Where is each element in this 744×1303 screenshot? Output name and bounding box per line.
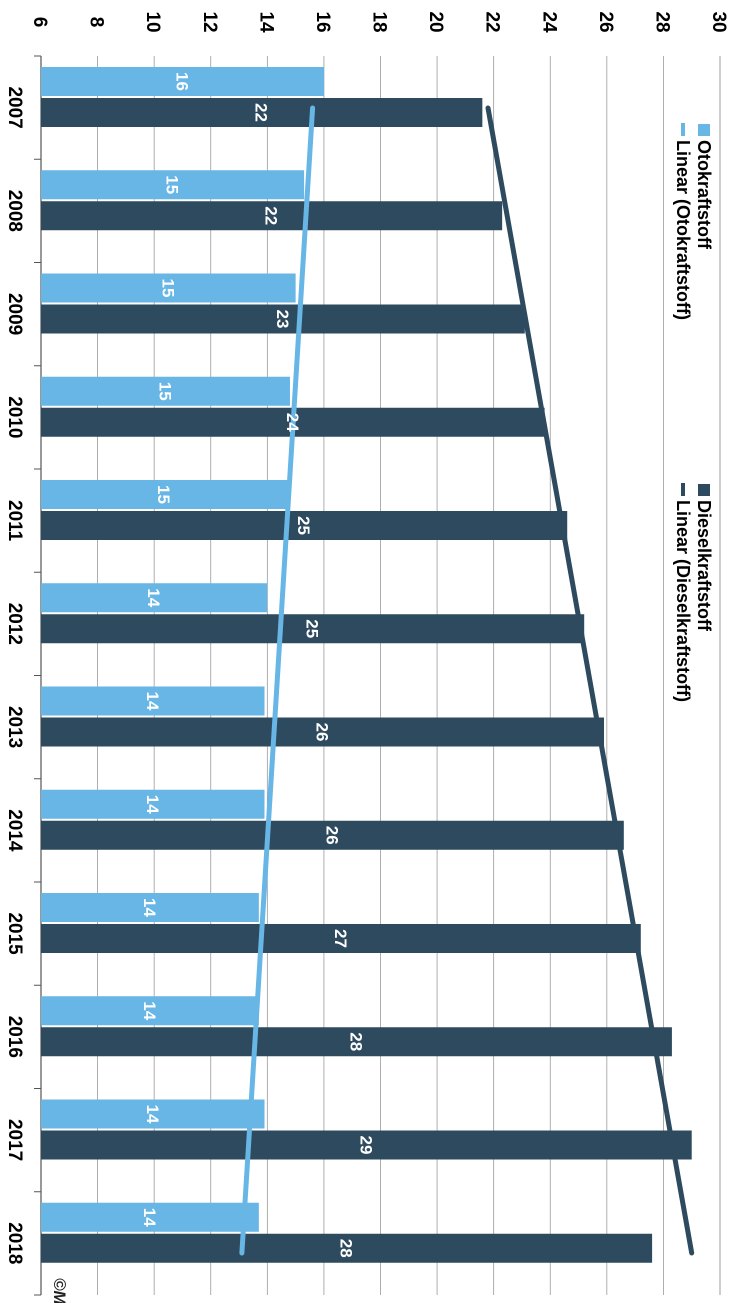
data-label: 27	[331, 929, 350, 948]
data-label: 14	[140, 1208, 159, 1227]
legend-label: Dieselkraftstoff	[694, 500, 714, 632]
watermark: ©MW	[50, 1278, 69, 1303]
data-label: 25	[294, 516, 313, 535]
bar-dieselkraftstoff	[41, 717, 605, 747]
grid	[40, 56, 721, 1295]
legend-swatch	[698, 124, 710, 136]
category-tick-label: 2015	[4, 912, 25, 955]
legend-label: Otokraftstoff	[694, 140, 714, 250]
value-tick-label: 20	[425, 11, 446, 32]
data-label: 14	[143, 795, 162, 814]
category-tick-label: 2008	[4, 190, 25, 232]
legend-label: Linear (Dieselkraftstoff)	[673, 500, 693, 702]
bar-dieselkraftstoff	[41, 924, 641, 953]
legend-swatch	[698, 484, 710, 496]
bar-dieselkraftstoff	[41, 614, 585, 644]
bar-otokraftstoff	[41, 996, 259, 1026]
value-tick-label: 8	[86, 17, 107, 28]
category-tick-label: 2014	[4, 809, 25, 852]
data-label: 15	[154, 485, 173, 504]
data-label: 14	[143, 1105, 162, 1124]
legend-label: Linear (Otokraftstoff)	[673, 140, 693, 320]
bar-dieselkraftstoff	[41, 201, 503, 231]
bar-otokraftstoff	[41, 686, 265, 716]
value-tick-label: 30	[708, 11, 729, 32]
value-tick-label: 10	[142, 11, 163, 32]
value-tick-label: 26	[595, 11, 616, 32]
bar-otokraftstoff	[41, 583, 268, 613]
bar-otokraftstoff	[41, 376, 290, 406]
value-tick-label: 28	[651, 11, 672, 32]
data-label: 15	[155, 382, 174, 401]
trendline	[485, 105, 695, 1256]
plot-area: 16 15 15 15 15 14 14 14 14 14 14 14 22 22 23 24 25 25 26 26…	[34, 55, 721, 1296]
value-tick-label: 14	[255, 11, 276, 33]
data-label: 26	[313, 723, 332, 742]
bar-otokraftstoff	[41, 1202, 259, 1232]
trendlines	[239, 105, 695, 1256]
bar-dieselkraftstoff	[41, 1233, 653, 1263]
data-label: 29	[356, 1136, 375, 1155]
trendline	[239, 105, 316, 1256]
bar-otokraftstoff	[41, 273, 296, 303]
bar-dieselkraftstoff	[41, 98, 483, 127]
value-tick-label: 24	[538, 11, 559, 33]
data-label: 25	[303, 619, 322, 638]
category-tick-label: 2018	[4, 1222, 25, 1264]
category-tick-label: 2010	[4, 396, 25, 438]
value-tick-label: 22	[482, 11, 503, 32]
bar-otokraftstoff	[41, 893, 259, 922]
bar-dieselkraftstoff	[41, 511, 568, 540]
data-label: 26	[322, 826, 341, 845]
value-tick-label: 18	[369, 11, 390, 32]
data-label: 28	[337, 1239, 356, 1258]
data-label: 15	[158, 279, 177, 298]
bar-dieselkraftstoff	[41, 304, 525, 334]
data-label: 22	[252, 103, 271, 122]
value-tick-label: 16	[312, 11, 333, 32]
bar-otokraftstoff	[41, 170, 305, 200]
data-label: 14	[140, 898, 159, 917]
data-label: 24	[283, 413, 302, 432]
category-tick-label: 2017	[4, 1119, 25, 1161]
bar-dieselkraftstoff	[41, 820, 624, 850]
data-label: 16	[172, 72, 191, 91]
bar-otokraftstoff	[41, 480, 288, 509]
data-label: 14	[143, 692, 162, 711]
category-tick-label: 2011	[4, 500, 25, 542]
category-tick-label: 2013	[4, 706, 25, 748]
category-axis-ticks: 2007 2008 2009 2010 2011 2012 2013 2014 2015 2016…	[4, 86, 25, 1264]
bars	[41, 67, 692, 1263]
data-label: 14	[140, 1001, 159, 1020]
data-label: 28	[346, 1032, 365, 1051]
data-label: 22	[262, 206, 281, 225]
value-tick-label: 6	[29, 17, 50, 28]
category-tick-marks	[34, 55, 41, 1296]
bar-dieselkraftstoff	[41, 1130, 692, 1160]
data-label: 23	[273, 310, 292, 329]
category-tick-label: 2012	[4, 603, 25, 645]
value-axis-ticks: 6 8 10 12 14 16 18 20 22 24 26 28 30	[29, 11, 729, 33]
data-label: 15	[163, 175, 182, 194]
data-label: 14	[144, 588, 163, 607]
bar-dieselkraftstoff	[41, 1027, 672, 1057]
value-tick-label: 12	[199, 11, 220, 32]
bar-otokraftstoff	[41, 67, 324, 96]
category-tick-label: 2009	[4, 293, 25, 335]
bar-otokraftstoff	[41, 789, 265, 819]
data-labels: 16 15 15 15 15 14 14 14 14 14 14 14 22 22 23 24 25 25 26 26…	[140, 72, 375, 1258]
category-tick-label: 2016	[4, 1016, 25, 1058]
category-tick-label: 2007	[4, 86, 25, 128]
bar-otokraftstoff	[41, 1099, 265, 1129]
